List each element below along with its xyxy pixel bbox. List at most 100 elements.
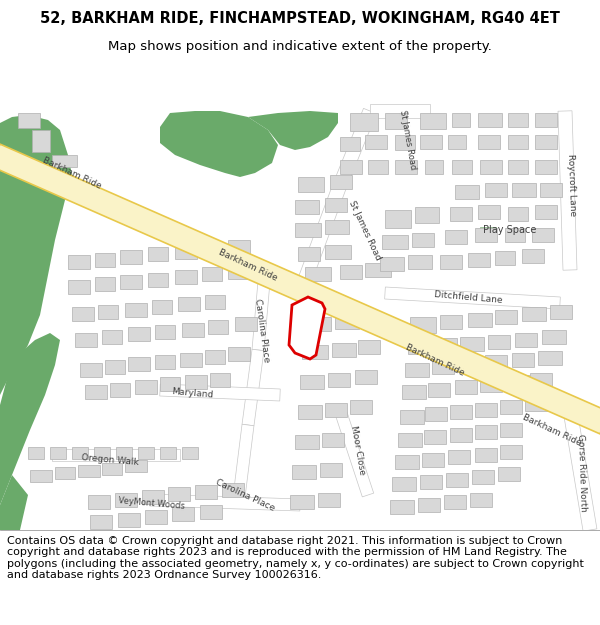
Bar <box>535 113 557 127</box>
Bar <box>505 228 525 242</box>
Bar <box>390 500 414 514</box>
Polygon shape <box>52 449 180 461</box>
Polygon shape <box>160 384 280 401</box>
Polygon shape <box>248 111 338 150</box>
Bar <box>52 155 77 167</box>
Bar <box>515 333 537 347</box>
Bar <box>448 450 470 464</box>
Bar <box>535 205 557 219</box>
Bar <box>138 447 154 459</box>
Bar <box>385 210 411 228</box>
Bar <box>118 513 140 527</box>
Bar <box>228 265 250 279</box>
Bar <box>532 228 554 242</box>
Polygon shape <box>0 115 72 395</box>
Bar <box>420 135 442 149</box>
Bar <box>398 433 422 447</box>
Bar <box>180 353 202 367</box>
Bar <box>415 207 439 223</box>
Bar <box>350 400 372 414</box>
Text: Gorse Ride North: Gorse Ride North <box>576 434 588 512</box>
Text: Carolina Place: Carolina Place <box>214 478 276 512</box>
Bar <box>210 373 230 387</box>
Bar <box>328 373 350 387</box>
Bar <box>458 358 482 372</box>
Text: Roycroft Lane: Roycroft Lane <box>566 154 578 216</box>
Text: Barkham Ride: Barkham Ride <box>404 342 466 377</box>
Text: St James Road: St James Road <box>347 199 383 261</box>
Text: Moor Close: Moor Close <box>349 424 367 476</box>
Bar <box>380 257 404 271</box>
Bar <box>410 317 436 333</box>
Bar <box>505 375 529 389</box>
Polygon shape <box>150 494 300 511</box>
Bar <box>72 447 88 459</box>
Bar <box>155 355 175 369</box>
Bar <box>172 507 194 521</box>
Bar <box>78 465 100 477</box>
Bar <box>395 135 415 150</box>
Text: Play Space: Play Space <box>484 225 536 235</box>
Bar <box>530 373 552 387</box>
Bar <box>50 447 66 459</box>
Bar <box>135 380 157 394</box>
Bar <box>340 160 362 174</box>
Bar <box>358 340 380 354</box>
Bar <box>128 357 150 371</box>
Bar <box>475 228 497 242</box>
Bar <box>485 355 507 369</box>
Bar <box>455 185 479 199</box>
Bar <box>472 470 494 484</box>
Bar <box>298 177 324 192</box>
Bar <box>432 360 454 374</box>
Bar <box>444 495 466 509</box>
Polygon shape <box>370 104 430 118</box>
Bar <box>182 323 204 337</box>
Bar <box>110 383 130 397</box>
Bar <box>325 220 349 234</box>
Bar <box>205 295 225 309</box>
Bar <box>128 327 150 341</box>
Bar <box>120 275 142 289</box>
Bar <box>500 423 522 437</box>
Bar <box>478 113 502 127</box>
Bar <box>460 337 484 351</box>
Bar <box>295 435 319 449</box>
Bar <box>540 183 562 197</box>
Bar <box>85 385 107 399</box>
Bar <box>168 487 190 501</box>
Bar <box>160 377 180 391</box>
Bar <box>115 493 137 507</box>
Polygon shape <box>0 475 28 530</box>
Bar <box>422 453 444 467</box>
Bar <box>222 483 244 497</box>
Bar <box>495 251 515 265</box>
Bar <box>32 130 50 152</box>
Bar <box>525 397 549 411</box>
Bar <box>175 245 197 259</box>
Bar <box>402 385 426 399</box>
Bar <box>95 253 115 267</box>
Bar <box>512 353 534 367</box>
Bar <box>450 428 472 442</box>
Bar <box>480 160 502 174</box>
Bar <box>318 493 340 507</box>
Bar <box>452 113 470 127</box>
Bar <box>185 375 207 389</box>
Bar <box>395 160 417 174</box>
Bar <box>292 465 316 479</box>
Bar <box>382 235 408 249</box>
Text: Barkham Ride: Barkham Ride <box>41 156 103 191</box>
Bar <box>475 448 497 462</box>
Bar <box>148 273 168 287</box>
Bar <box>445 230 467 244</box>
Bar <box>508 160 528 174</box>
Bar <box>28 447 44 459</box>
Bar <box>508 135 528 149</box>
Bar <box>142 490 164 504</box>
Bar <box>102 330 122 344</box>
Text: VeyMont Woods: VeyMont Woods <box>118 496 185 511</box>
Bar <box>320 463 342 477</box>
Bar <box>485 183 507 197</box>
Bar <box>468 313 492 327</box>
